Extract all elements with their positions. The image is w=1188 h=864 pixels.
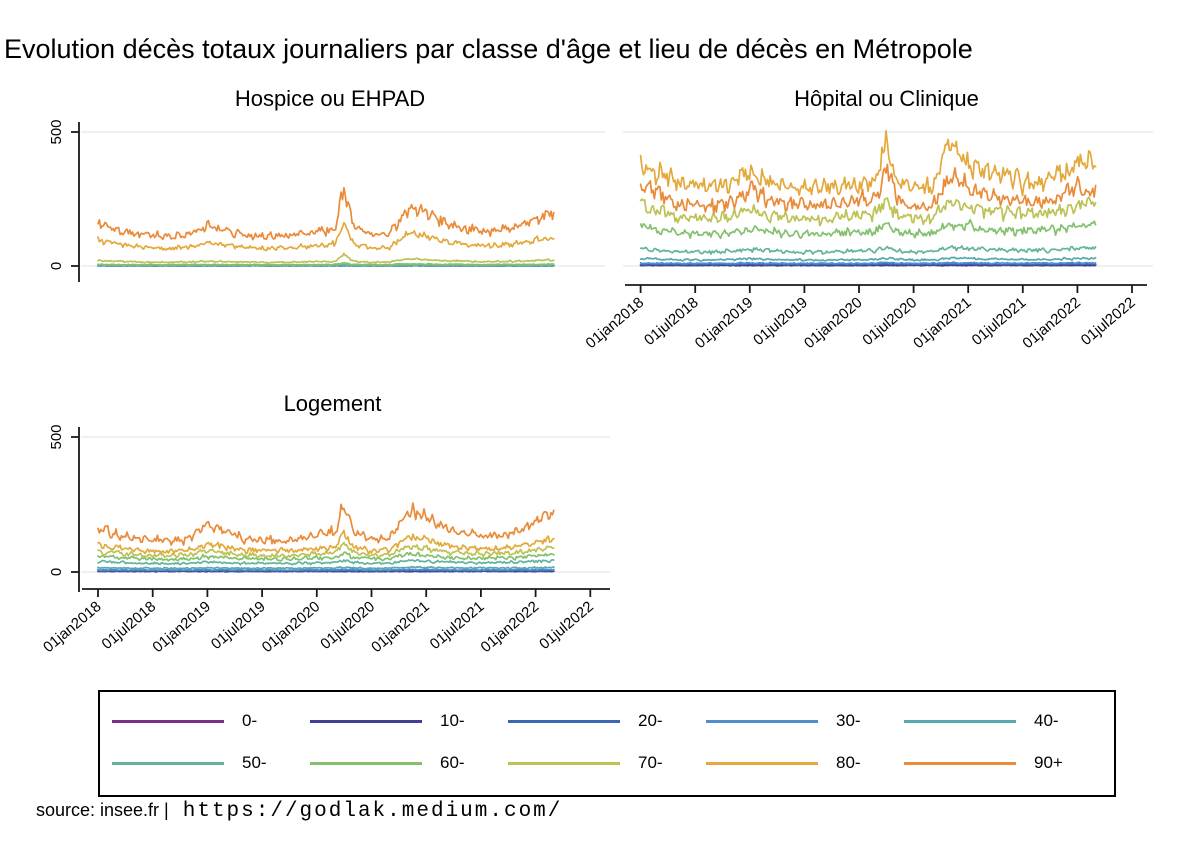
x-tick-label: 01jan2018 [583, 294, 648, 352]
series-line-70- [97, 252, 555, 264]
legend-swatch-50- [112, 761, 224, 765]
series-line-50- [639, 245, 1097, 256]
legend-swatch-0- [112, 719, 224, 723]
series-line-60- [639, 218, 1097, 240]
x-tick-label: 01jan2019 [149, 598, 214, 656]
series-line-80- [97, 221, 555, 252]
chart-panel-logement: 500001jan201801jul201801jan201901jul2019… [40, 424, 610, 656]
chart-panel-hopital: 01jan201801jul201801jan201901jul201901ja… [583, 129, 1153, 352]
y-tick-label: 0 [48, 262, 65, 270]
legend-label: 10- [440, 711, 465, 730]
x-tick-label: 01jan2021 [368, 598, 433, 656]
x-tick-label: 01jan2022 [478, 598, 543, 656]
panel-title-hopital: Hôpital ou Clinique [794, 86, 979, 111]
legend-swatch-20- [508, 719, 620, 723]
source-line: source: insee.fr | https://godlak.medium… [36, 800, 562, 823]
series-line-40- [639, 256, 1097, 262]
legend-label: 30- [836, 711, 861, 730]
legend-swatch-40- [904, 719, 1016, 723]
legend-item-20-: 20- [508, 700, 706, 742]
x-tick-label: 01jan2020 [801, 294, 866, 352]
x-tick-label: 01jan2019 [692, 294, 757, 352]
legend-item-40-: 40- [904, 700, 1102, 742]
legend-label: 80- [836, 753, 861, 772]
x-tick-label: 01jan2021 [910, 294, 975, 352]
source-label: source: insee.fr | [36, 800, 169, 820]
legend-swatch-30- [706, 719, 818, 723]
legend-swatch-80- [706, 761, 818, 765]
series-line-30- [639, 261, 1097, 265]
legend-swatch-90+ [904, 761, 1016, 765]
chart-panel-hospice: 500 0 [48, 119, 605, 282]
x-tick-label: 01jan2020 [259, 598, 324, 656]
legend-swatch-70- [508, 761, 620, 765]
legend-label: 60- [440, 753, 465, 772]
legend-item-0-: 0- [112, 700, 310, 742]
legend-item-70-: 70- [508, 742, 706, 784]
series-line-90+ [97, 502, 555, 546]
y-tick-label: 500 [48, 424, 65, 449]
legend-item-10-: 10- [310, 700, 508, 742]
legend-label: 40- [1034, 711, 1059, 730]
legend-label: 20- [638, 711, 663, 730]
legend-item-60-: 60- [310, 742, 508, 784]
series-line-70- [97, 541, 555, 559]
y-tick-label: 0 [48, 568, 65, 576]
source-url: https://godlak.medium.com/ [182, 800, 563, 823]
series-line-50- [97, 558, 555, 566]
legend: 0- 10- 20- 30- 40- 50- 60- 70- 80- 90+ [98, 690, 1116, 797]
x-tick-label: 01jan2022 [1019, 294, 1084, 352]
x-tick-label: 01jul2022 [1078, 294, 1139, 349]
legend-item-30-: 30- [706, 700, 904, 742]
series-line-80- [97, 529, 555, 555]
series-line-60- [97, 262, 555, 267]
panel-title-logement: Logement [283, 391, 382, 416]
legend-label: 50- [242, 753, 267, 772]
chart-main-title: Evolution décès totaux journaliers par c… [4, 34, 973, 64]
series-line-30- [97, 568, 555, 572]
series-line-90+ [97, 186, 555, 241]
series-line-60- [97, 551, 555, 562]
legend-item-50-: 50- [112, 742, 310, 784]
legend-label: 70- [638, 753, 663, 772]
x-tick-label: 01jul2022 [536, 598, 597, 653]
legend-item-80-: 80- [706, 742, 904, 784]
x-tick-label: 01jan2018 [40, 598, 105, 656]
series-line-40- [97, 565, 555, 570]
series-line-70- [639, 196, 1097, 227]
legend-label: 90+ [1034, 753, 1063, 772]
series-line-80- [639, 129, 1097, 197]
legend-item-90+: 90+ [904, 742, 1102, 784]
legend-swatch-10- [310, 719, 422, 723]
panel-title-hospice: Hospice ou EHPAD [234, 86, 426, 111]
series-line-90+ [639, 163, 1097, 215]
y-tick-label: 500 [48, 119, 65, 144]
legend-label: 0- [242, 711, 258, 730]
legend-swatch-60- [310, 761, 422, 765]
